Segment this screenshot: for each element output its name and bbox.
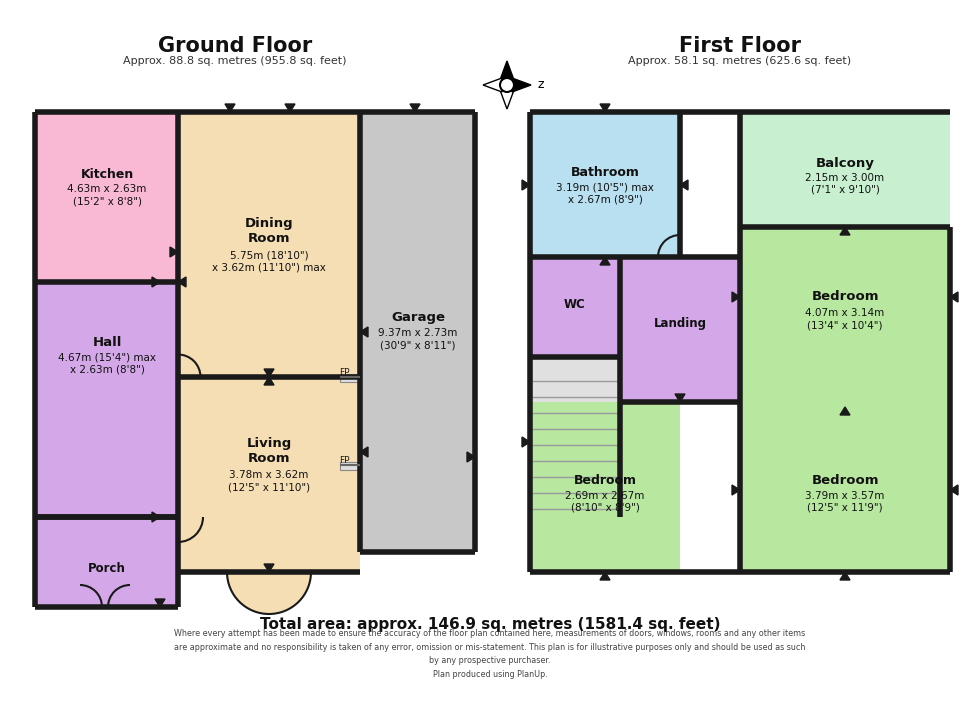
Text: 4.63m x 2.63m: 4.63m x 2.63m [68,184,147,194]
Polygon shape [264,564,274,572]
Bar [620,257,740,402]
Polygon shape [732,485,740,495]
Text: (15'2" x 8'8"): (15'2" x 8'8") [73,196,141,206]
Text: Room: Room [248,233,290,246]
Polygon shape [522,437,530,447]
Polygon shape [600,572,610,580]
Bar [35,282,178,517]
Polygon shape [360,327,368,337]
Text: 9.37m x 2.73m: 9.37m x 2.73m [378,328,458,338]
Bar [530,402,680,572]
Text: Landing: Landing [654,318,707,330]
Text: x 3.62m (11'10") max: x 3.62m (11'10") max [212,262,326,272]
Polygon shape [950,485,958,495]
Text: (8'10" x 8'9"): (8'10" x 8'9") [570,503,639,513]
Polygon shape [152,512,160,522]
Polygon shape [512,78,531,92]
Text: Dining: Dining [245,217,293,231]
Text: 2.69m x 2.67m: 2.69m x 2.67m [565,491,645,501]
Text: Bedroom: Bedroom [573,473,636,486]
Polygon shape [840,572,850,580]
Text: (7'1" x 9'10"): (7'1" x 9'10") [810,185,879,195]
Bar [178,112,360,377]
Text: Kitchen: Kitchen [80,167,133,181]
Text: 3.19m (10'5") max: 3.19m (10'5") max [556,183,654,193]
Bar [740,227,950,407]
Polygon shape [264,369,274,377]
Polygon shape [840,407,850,415]
Bar [35,112,178,282]
Text: 4.07m x 3.14m: 4.07m x 3.14m [806,308,885,318]
Polygon shape [467,452,475,462]
Text: (12'5" x 11'9"): (12'5" x 11'9") [808,503,883,513]
Text: x 2.63m (8'8"): x 2.63m (8'8") [70,365,144,375]
Text: FP: FP [339,368,350,377]
Text: Bedroom: Bedroom [811,473,879,486]
Bar [530,257,620,357]
Bar [740,407,950,572]
Text: 3.79m x 3.57m: 3.79m x 3.57m [806,491,885,501]
Bar [530,112,680,257]
Text: Room: Room [248,453,290,466]
Text: Total area: approx. 146.9 sq. metres (1581.4 sq. feet): Total area: approx. 146.9 sq. metres (15… [260,617,720,632]
Polygon shape [522,180,530,190]
Polygon shape [500,61,514,80]
Polygon shape [483,78,502,92]
Bar [35,517,178,607]
Text: Porch: Porch [88,562,126,575]
Bar [740,112,950,227]
Text: FP: FP [339,456,350,465]
Text: First Floor: First Floor [679,36,801,56]
Polygon shape [178,277,186,287]
Bar [340,462,360,470]
Text: (13'4" x 10'4"): (13'4" x 10'4") [808,320,883,330]
Polygon shape [600,104,610,112]
Text: 5.75m (18'10"): 5.75m (18'10") [229,250,309,260]
Bar [530,357,620,517]
Bar [360,112,475,552]
Text: (12'5" x 11'10"): (12'5" x 11'10") [228,482,310,492]
Polygon shape [285,104,295,112]
Polygon shape [225,104,235,112]
Text: Where every attempt has been made to ensure the accuracy of the floor plan conta: Where every attempt has been made to ens… [174,629,806,679]
Text: 3.78m x 3.62m: 3.78m x 3.62m [229,470,309,480]
Bar [178,377,360,572]
Polygon shape [152,277,160,287]
Text: Hall: Hall [92,335,122,348]
Text: z: z [537,78,544,92]
Polygon shape [500,90,514,109]
Polygon shape [360,447,368,457]
Text: Ground Floor: Ground Floor [158,36,312,56]
Polygon shape [840,227,850,235]
Text: Balcony: Balcony [815,157,874,169]
Polygon shape [680,180,688,190]
Wedge shape [227,572,311,614]
Polygon shape [732,292,740,302]
Text: Living: Living [246,437,292,451]
Text: Approx. 58.1 sq. metres (625.6 sq. feet): Approx. 58.1 sq. metres (625.6 sq. feet) [628,56,852,66]
Polygon shape [410,104,420,112]
Text: x 2.67m (8'9"): x 2.67m (8'9") [567,195,643,205]
Text: 4.67m (15'4") max: 4.67m (15'4") max [58,353,156,363]
Polygon shape [264,377,274,385]
Circle shape [500,78,514,92]
Bar [340,374,360,382]
Text: WC: WC [564,298,586,312]
Polygon shape [170,247,178,257]
Polygon shape [950,292,958,302]
Text: (30'9" x 8'11"): (30'9" x 8'11") [380,340,456,350]
Text: Garage: Garage [391,310,445,323]
Polygon shape [675,394,685,402]
Text: Approx. 88.8 sq. metres (955.8 sq. feet): Approx. 88.8 sq. metres (955.8 sq. feet) [123,56,347,66]
Polygon shape [600,257,610,265]
Text: 2.15m x 3.00m: 2.15m x 3.00m [806,173,885,183]
Text: Bedroom: Bedroom [811,290,879,303]
Polygon shape [155,599,165,607]
Text: Bathroom: Bathroom [570,165,639,179]
